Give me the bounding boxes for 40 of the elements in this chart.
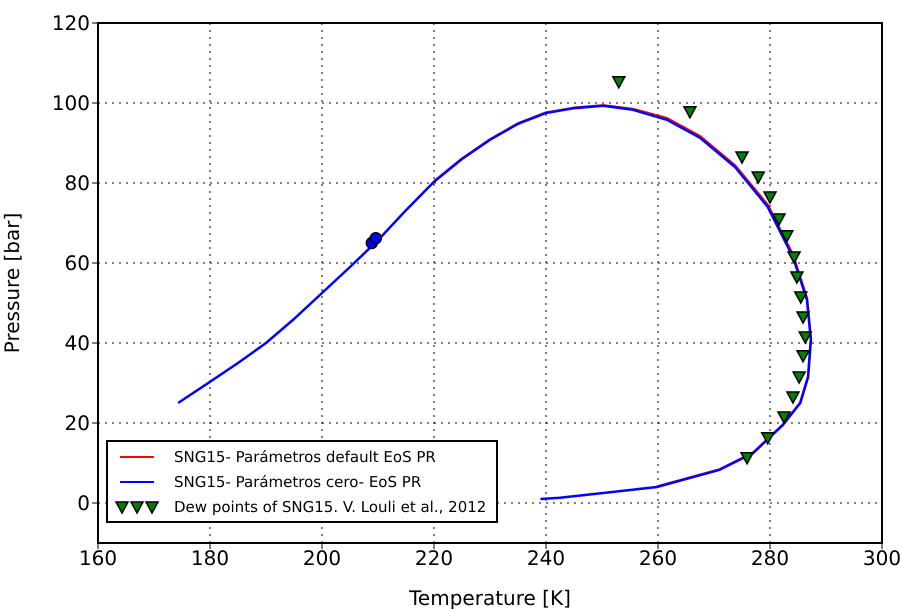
- point: [790, 271, 804, 284]
- x-tick-label: 180: [190, 546, 230, 570]
- point: [796, 350, 810, 363]
- point: [370, 232, 382, 244]
- y-tick-label: 40: [64, 331, 90, 356]
- x-tick-label: 240: [526, 546, 566, 570]
- y-tick-label: 80: [64, 171, 90, 196]
- point: [772, 213, 786, 226]
- point: [761, 432, 775, 445]
- point: [683, 106, 697, 119]
- legend-label: SNG15- Parámetros cero- EoS PR: [174, 472, 422, 490]
- point: [763, 191, 777, 204]
- point: [735, 151, 749, 164]
- point: [792, 371, 806, 384]
- point: [796, 311, 810, 324]
- point: [740, 452, 754, 465]
- point: [777, 411, 791, 424]
- y-tick-label: 120: [52, 11, 90, 36]
- point: [786, 391, 800, 404]
- x-tick-label: 160: [78, 546, 118, 570]
- y-tick-label: 60: [64, 251, 90, 276]
- x-tick-label: 200: [302, 546, 342, 570]
- y-tick-label: 20: [64, 411, 90, 436]
- x-tick-label: 300: [862, 546, 902, 570]
- legend-label: Dew points of SNG15. V. Louli et al., 2012: [174, 498, 486, 516]
- y-tick-label: 100: [52, 91, 90, 116]
- line-series: [176, 104, 812, 500]
- point: [780, 230, 794, 243]
- y-tick-label: 0: [77, 491, 90, 516]
- x-tick-label: 280: [750, 546, 790, 570]
- point: [751, 171, 765, 184]
- point: [787, 251, 801, 264]
- y-axis-title: Pressure [bar]: [0, 212, 24, 354]
- point: [798, 331, 812, 344]
- x-tick-label: 220: [414, 546, 454, 570]
- x-axis-title: Temperature [K]: [408, 586, 571, 609]
- point: [794, 291, 808, 304]
- legend-label: SNG15- Parámetros default EoS PR: [174, 448, 436, 466]
- x-tick-label: 260: [638, 546, 678, 570]
- point: [612, 76, 626, 89]
